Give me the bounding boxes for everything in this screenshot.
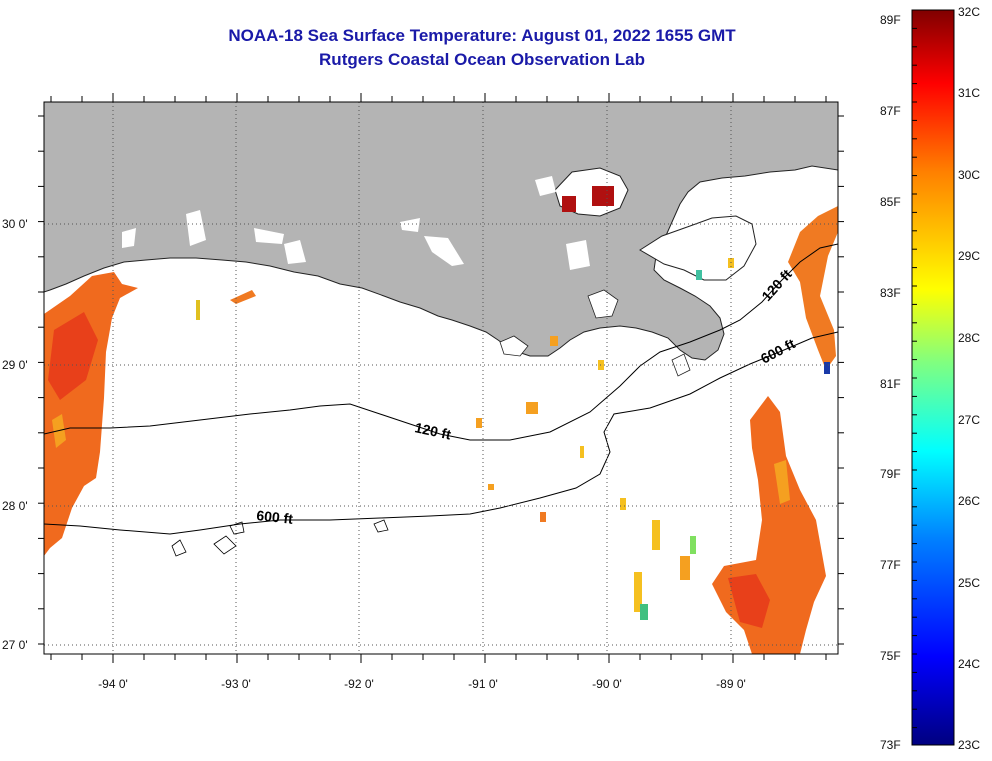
contour-120ft [44, 243, 838, 441]
colorbar-f-label: 75F [880, 649, 901, 663]
colorbar-c-label: 27C [958, 413, 981, 427]
hot-lake-pixels [592, 186, 614, 206]
map-frame [43, 101, 839, 655]
lat-label: 28 0' [2, 499, 28, 513]
colorbar [911, 9, 955, 746]
colorbar-f-label: 85F [880, 195, 901, 209]
colorbar-c-label: 25C [958, 576, 981, 590]
lat-label: 30 0' [2, 217, 28, 231]
lat-label: 29 0' [2, 358, 28, 372]
lon-label: -91 0' [468, 677, 498, 691]
lon-label: -89 0' [716, 677, 746, 691]
lon-label: -90 0' [592, 677, 622, 691]
colorbar-c-label: 23C [958, 738, 981, 752]
colorbar-c-label: 28C [958, 331, 981, 345]
colorbar-f-label: 81F [880, 377, 901, 391]
colorbar-c-label: 24C [958, 657, 981, 671]
colorbar-f-label: 79F [880, 467, 901, 481]
colorbar-c-label: 29C [958, 249, 981, 263]
colorbar-c-label: 32C [958, 5, 981, 19]
colorbar-f-label: 89F [880, 13, 901, 27]
colorbar-f-label: 73F [880, 738, 901, 752]
colorbar-f-label: 77F [880, 558, 901, 572]
lon-label: -94 0' [98, 677, 128, 691]
colorbar-c-label: 31C [958, 86, 981, 100]
contour-label: 120 ft [413, 419, 452, 442]
colorbar-f-label: 87F [880, 104, 901, 118]
contour-600ft [44, 331, 838, 535]
map-subtitle: Rutgers Coastal Ocean Observation Lab [319, 50, 645, 69]
colorbar-f-label: 83F [880, 286, 901, 300]
colorbar-c-label: 30C [958, 168, 981, 182]
land-mass [44, 102, 838, 361]
lon-label: -92 0' [344, 677, 374, 691]
colorbar-c-label: 26C [958, 494, 981, 508]
lon-label: -93 0' [221, 677, 251, 691]
map-title: NOAA-18 Sea Surface Temperature: August … [228, 26, 736, 45]
lat-label: 27 0' [2, 638, 28, 652]
contour-label: 600 ft [256, 507, 294, 527]
